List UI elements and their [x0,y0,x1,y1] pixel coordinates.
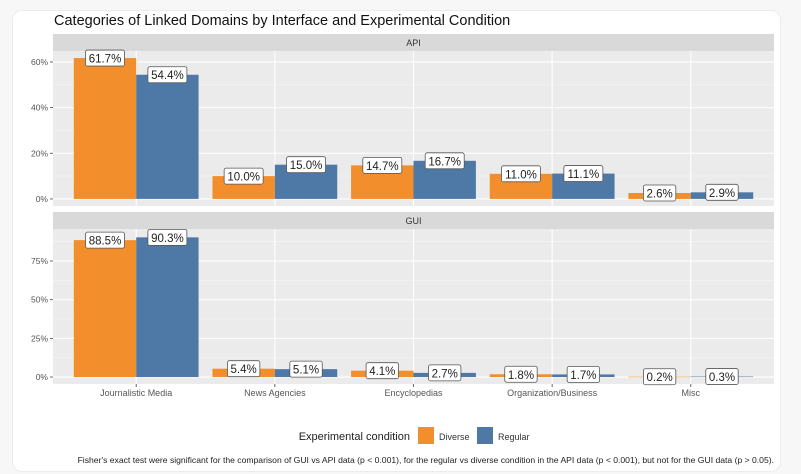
data-label: 88.5% [89,236,122,248]
x-tick-label: Encyclopedias [384,388,443,398]
y-tick-label: 50% [31,295,48,305]
data-label-box [504,365,538,383]
facet-strip [53,34,774,51]
data-label: 4.1% [369,366,395,378]
data-label: 11.0% [505,169,537,181]
data-label: 5.4% [231,364,257,376]
y-tick-label: 60% [31,57,48,67]
y-tick-label: 0% [36,194,49,204]
data-label-box [643,368,677,386]
legend-key-diverse [418,427,434,444]
data-label: 11.1% [567,169,599,181]
data-label: 16.7% [428,156,461,168]
legend-label-regular: Regular [498,432,530,442]
bar-gui-regular [136,237,199,378]
data-label-box [362,156,403,174]
y-tick-label: 0% [36,372,49,382]
data-label-box [85,49,125,67]
data-label-box [223,167,264,185]
facet-label: GUI [405,216,421,226]
y-tick-label: 25% [31,333,48,343]
legend-key-regular [477,427,493,444]
x-tick-label: Misc [682,388,701,398]
data-label: 0.2% [647,372,673,384]
data-label-box [286,156,326,174]
data-label: 10.0% [227,172,260,184]
data-label-box [501,165,541,183]
data-label: 5.1% [293,365,319,377]
x-tick-label: Organization/Business [507,388,598,398]
data-label: 1.7% [570,370,596,382]
y-tick-label: 75% [31,256,48,266]
data-label: 61.7% [89,54,122,66]
data-label-box [566,366,600,383]
bar-api-regular [136,74,199,199]
y-tick-label: 40% [31,103,48,113]
data-label-box [643,184,677,202]
facet-label: API [406,38,421,48]
data-label-box [289,360,323,378]
data-label-box [147,66,188,84]
facet-strip [53,212,774,229]
chart-title: Categories of Linked Domains by Interfac… [54,13,510,29]
caption: Fisher's exact test were significant for… [78,455,774,465]
data-label-box [563,165,604,182]
data-label-box [227,360,261,378]
data-label: 14.7% [366,161,399,173]
data-label: 90.3% [151,233,184,245]
data-label: 2.7% [432,368,458,380]
data-label: 2.9% [709,188,735,200]
data-label-box [365,362,399,380]
data-label-box [705,368,739,385]
data-label-box [85,231,125,249]
data-label: 15.0% [290,160,323,172]
legend-label-diverse: Diverse [439,432,470,442]
legend-title: Experimental condition [299,431,410,443]
y-tick-label: 20% [31,148,48,158]
data-label: 54.4% [151,70,184,82]
x-tick-label: Journalistic Media [100,388,172,398]
data-label-box [428,364,462,382]
data-label-box [147,228,188,246]
data-label-box [424,152,465,170]
data-label: 0.3% [709,372,735,384]
bar-api-diverse [73,58,137,199]
data-label-box [705,183,739,201]
data-label: 2.6% [647,188,673,200]
bar-gui-diverse [73,240,137,378]
data-label: 1.8% [508,370,534,382]
x-tick-label: News Agencies [244,388,306,398]
